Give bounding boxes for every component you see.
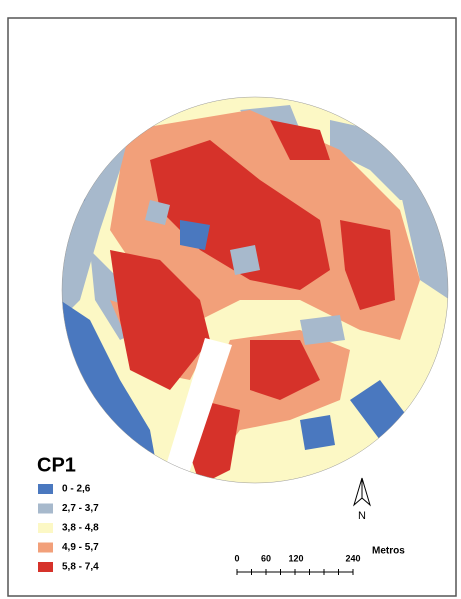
- north-arrow: N: [353, 477, 371, 522]
- legend-label: 5,8 - 7,4: [62, 562, 99, 573]
- legend-swatch: [38, 484, 53, 494]
- scale-bar: Metros 0 60 120 240: [234, 546, 405, 575]
- legend-title: CP1: [37, 454, 76, 476]
- legend-label: 3,8 - 4,8: [62, 523, 99, 534]
- scale-label: 120: [288, 553, 303, 563]
- legend-label: 4,9 - 5,7: [62, 542, 99, 553]
- legend-swatch: [38, 562, 53, 572]
- legend-swatch: [38, 523, 53, 533]
- legend: 0 - 2,6 2,7 - 3,7 3,8 - 4,8 4,9 - 5,7 5,8 - …: [38, 484, 99, 573]
- north-label: N: [358, 510, 366, 522]
- scale-label: 240: [345, 553, 360, 563]
- legend-label: 0 - 2,6: [62, 484, 91, 495]
- legend-swatch: [38, 542, 53, 553]
- scale-unit: Metros: [372, 546, 405, 557]
- scale-label: 60: [261, 553, 271, 563]
- legend-swatch: [38, 503, 53, 514]
- legend-label: 2,7 - 3,7: [62, 503, 99, 514]
- scale-label: 0: [234, 553, 239, 563]
